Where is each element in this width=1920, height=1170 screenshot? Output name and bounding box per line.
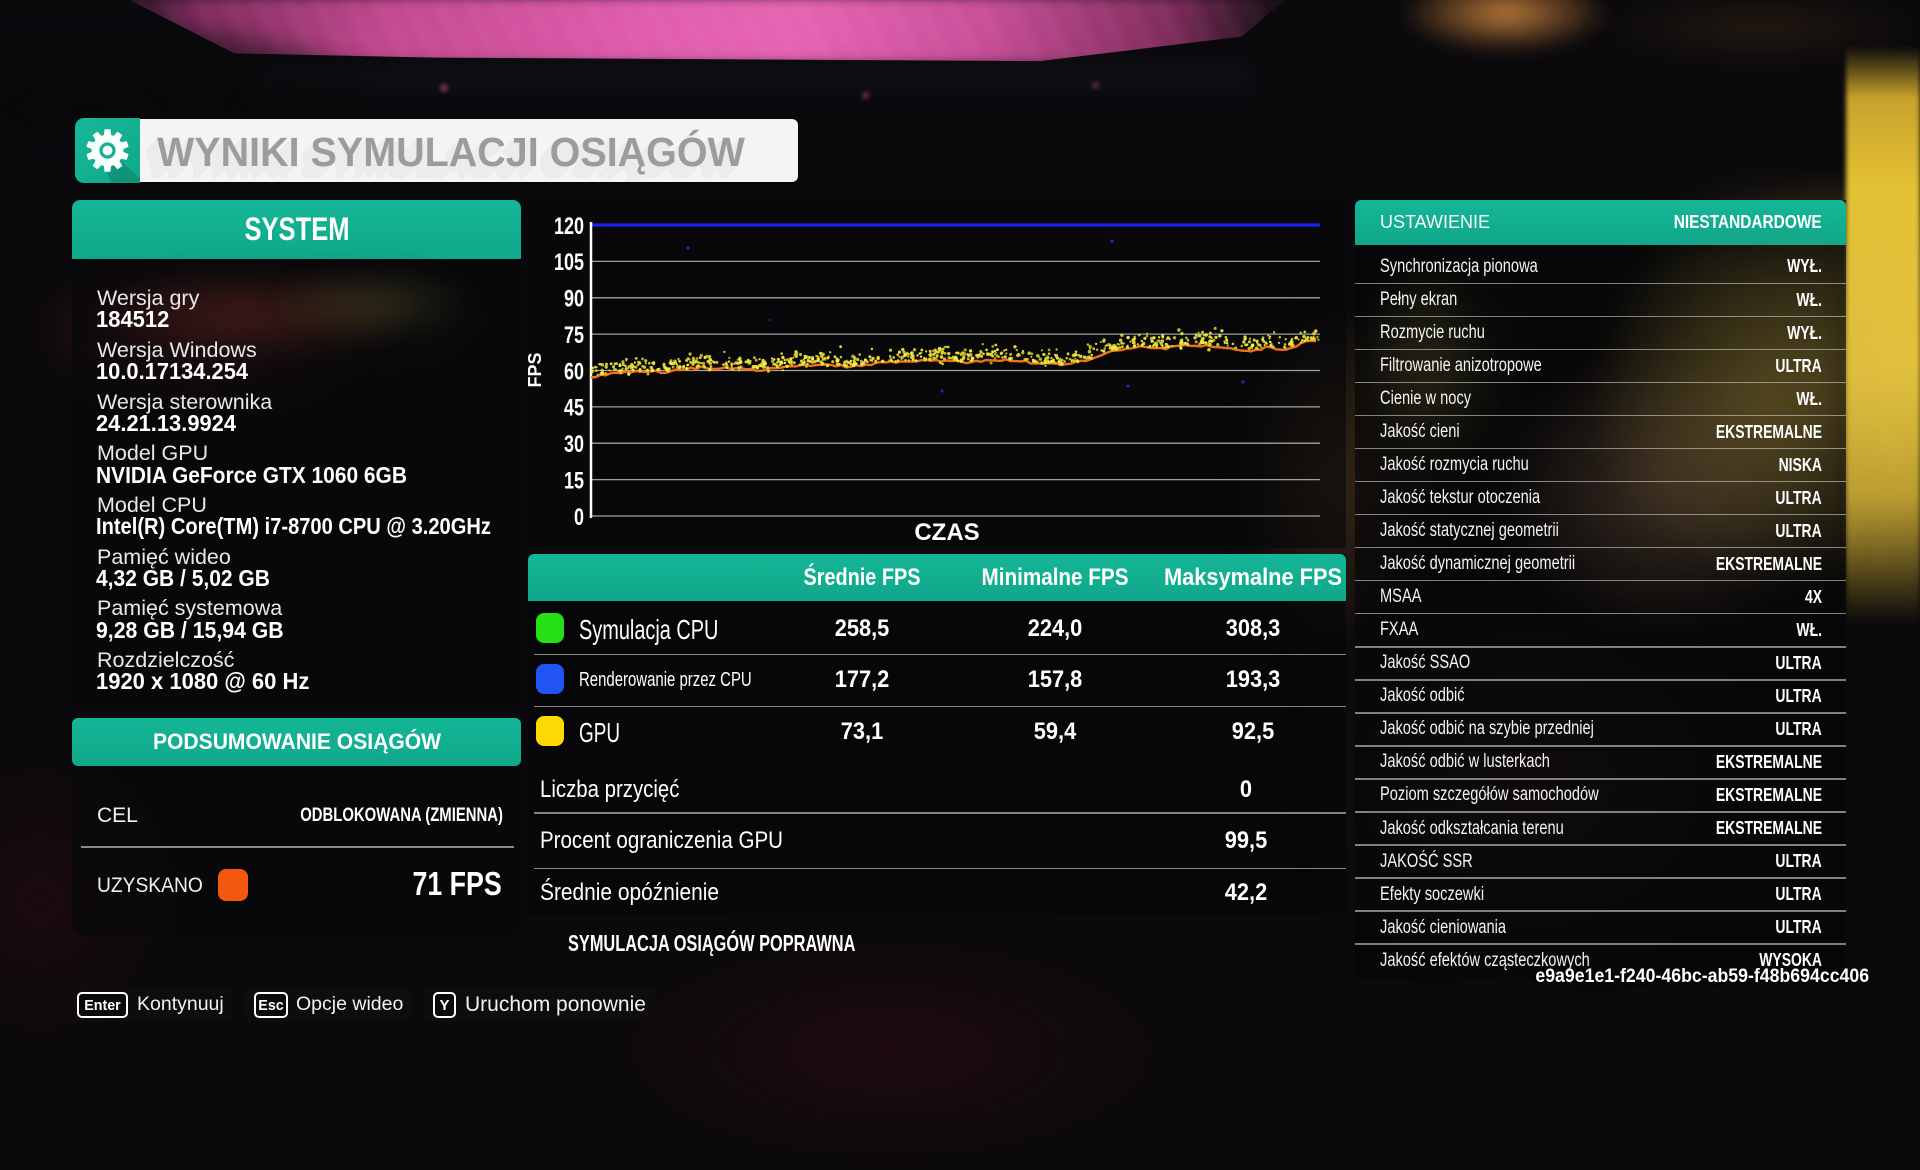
- svg-text:30: 30: [564, 431, 584, 458]
- svg-text:0: 0: [574, 504, 584, 531]
- svg-text:60: 60: [564, 358, 584, 385]
- svg-text:CZAS: CZAS: [914, 519, 979, 546]
- svg-text:45: 45: [564, 395, 584, 422]
- svg-text:90: 90: [564, 286, 584, 313]
- svg-text:75: 75: [564, 322, 584, 349]
- svg-text:FPS: FPS: [528, 352, 545, 387]
- svg-text:15: 15: [564, 467, 584, 494]
- svg-text:120: 120: [554, 213, 584, 240]
- svg-text:105: 105: [554, 249, 584, 276]
